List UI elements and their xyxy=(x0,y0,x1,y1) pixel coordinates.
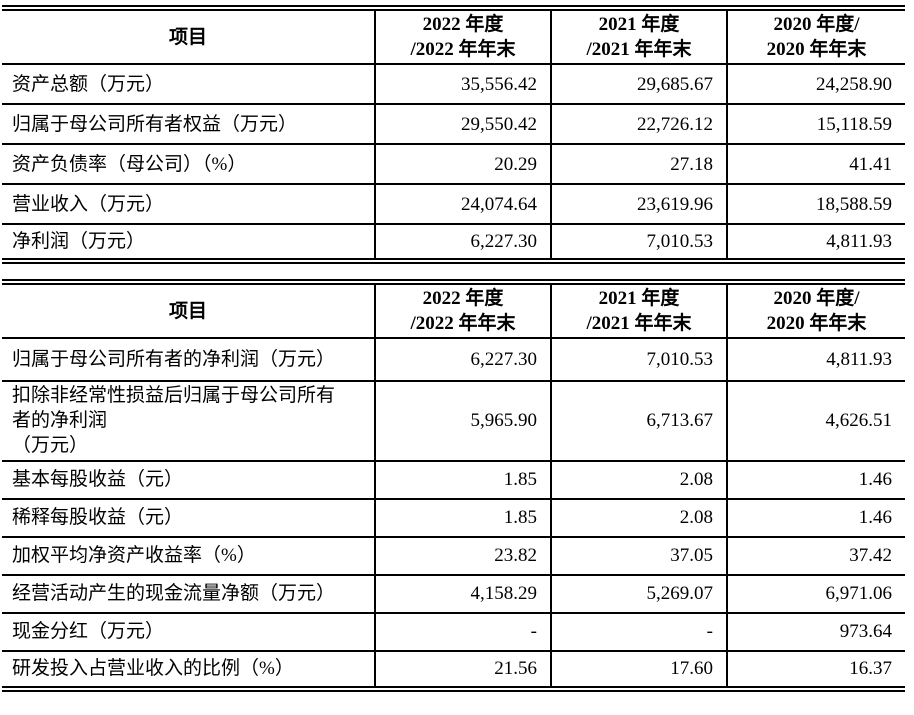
financial-summary-table-2: 项目 2022 年度 /2022 年年末 2021 年度 /2021 年年末 2… xyxy=(2,279,905,692)
document-page: 项目 2022 年度 /2022 年年末 2021 年度 /2021 年年末 2… xyxy=(2,5,905,692)
table1-header-row: 项目 2022 年度 /2022 年年末 2021 年度 /2021 年年末 2… xyxy=(2,8,905,66)
table2-header-year-2022: 2022 年度 /2022 年年末 xyxy=(374,282,551,340)
value-2022: 21.56 xyxy=(374,650,551,690)
value-2021: 2.08 xyxy=(550,460,727,500)
table1-header-year-2022: 2022 年度 /2022 年年末 xyxy=(374,8,551,66)
table-row-operating-cash-flow: 经营活动产生的现金流量净额（万元） 4,158.29 5,269.07 6,97… xyxy=(2,574,905,614)
table-row-total-assets: 资产总额（万元） 35,556.42 29,685.67 24,258.90 xyxy=(2,64,905,106)
value-2021: 7,010.53 xyxy=(550,338,727,383)
value-2020: 37.42 xyxy=(726,536,905,576)
value-2020: 4,811.93 xyxy=(726,224,905,263)
table-row-debt-ratio: 资产负债率（母公司）（%） 20.29 27.18 41.41 xyxy=(2,144,905,186)
table-row-basic-eps: 基本每股收益（元） 1.85 2.08 1.46 xyxy=(2,460,905,500)
value-2022: 1.85 xyxy=(374,498,551,538)
value-2022: 1.85 xyxy=(374,460,551,500)
value-2020: 973.64 xyxy=(726,612,905,652)
value-2021: 23,619.96 xyxy=(550,184,727,226)
row-label: 资产总额（万元） xyxy=(2,64,375,106)
value-2022: 20.29 xyxy=(374,144,551,186)
value-2020: 18,588.59 xyxy=(726,184,905,226)
value-2022: 23.82 xyxy=(374,536,551,576)
row-label: 稀释每股收益（元） xyxy=(2,498,375,538)
row-label: 净利润（万元） xyxy=(2,224,375,263)
table-gap xyxy=(2,264,905,279)
table-row-cash-dividend: 现金分红（万元） - - 973.64 xyxy=(2,612,905,652)
table1-header-item: 项目 xyxy=(2,8,375,66)
table1-header-year-2021: 2021 年度 /2021 年年末 xyxy=(550,8,727,66)
table-row-parent-equity: 归属于母公司所有者权益（万元） 29,550.42 22,726.12 15,1… xyxy=(2,104,905,146)
row-label: 资产负债率（母公司）（%） xyxy=(2,144,375,186)
value-2022: 4,158.29 xyxy=(374,574,551,614)
value-2020: 24,258.90 xyxy=(726,64,905,106)
table-row-net-profit: 净利润（万元） 6,227.30 7,010.53 4,811.93 xyxy=(2,224,905,263)
row-label: 经营活动产生的现金流量净额（万元） xyxy=(2,574,375,614)
value-2022: 5,965.90 xyxy=(374,381,551,462)
table-row-rd-ratio: 研发投入占营业收入的比例（%） 21.56 17.60 16.37 xyxy=(2,650,905,690)
table-row-parent-net-profit: 归属于母公司所有者的净利润（万元） 6,227.30 7,010.53 4,81… xyxy=(2,338,905,383)
value-2020: 1.46 xyxy=(726,498,905,538)
table-row-revenue: 营业收入（万元） 24,074.64 23,619.96 18,588.59 xyxy=(2,184,905,226)
value-2020: 41.41 xyxy=(726,144,905,186)
value-2022: 6,227.30 xyxy=(374,338,551,383)
row-label: 归属于母公司所有者权益（万元） xyxy=(2,104,375,146)
value-2020: 15,118.59 xyxy=(726,104,905,146)
value-2022: 35,556.42 xyxy=(374,64,551,106)
row-label: 归属于母公司所有者的净利润（万元） xyxy=(2,338,375,383)
row-label: 基本每股收益（元） xyxy=(2,460,375,500)
value-2021: 2.08 xyxy=(550,498,727,538)
value-2020: 6,971.06 xyxy=(726,574,905,614)
table-row-diluted-eps: 稀释每股收益（元） 1.85 2.08 1.46 xyxy=(2,498,905,538)
value-2022: - xyxy=(374,612,551,652)
row-label: 研发投入占营业收入的比例（%） xyxy=(2,650,375,690)
value-2022: 6,227.30 xyxy=(374,224,551,263)
value-2020: 4,811.93 xyxy=(726,338,905,383)
value-2021: 29,685.67 xyxy=(550,64,727,106)
row-label: 营业收入（万元） xyxy=(2,184,375,226)
table2-header-year-2020: 2020 年度/ 2020 年年末 xyxy=(726,282,905,340)
value-2020: 4,626.51 xyxy=(726,381,905,462)
value-2020: 16.37 xyxy=(726,650,905,690)
table2-header-item: 项目 xyxy=(2,282,375,340)
value-2021: 27.18 xyxy=(550,144,727,186)
value-2021: 17.60 xyxy=(550,650,727,690)
value-2021: 6,713.67 xyxy=(550,381,727,462)
table-row-deducted-net-profit: 扣除非经常性损益后归属于母公司所有 者的净利润 （万元） 5,965.90 6,… xyxy=(2,381,905,462)
value-2022: 29,550.42 xyxy=(374,104,551,146)
value-2021: 37.05 xyxy=(550,536,727,576)
financial-summary-table-1: 项目 2022 年度 /2022 年年末 2021 年度 /2021 年年末 2… xyxy=(2,5,905,265)
value-2020: 1.46 xyxy=(726,460,905,500)
value-2022: 24,074.64 xyxy=(374,184,551,226)
table2-header-year-2021: 2021 年度 /2021 年年末 xyxy=(550,282,727,340)
table2-header-row: 项目 2022 年度 /2022 年年末 2021 年度 /2021 年年末 2… xyxy=(2,282,905,340)
row-label: 扣除非经常性损益后归属于母公司所有 者的净利润 （万元） xyxy=(2,381,375,462)
row-label: 加权平均净资产收益率（%） xyxy=(2,536,375,576)
value-2021: 5,269.07 xyxy=(550,574,727,614)
row-label: 现金分红（万元） xyxy=(2,612,375,652)
value-2021: - xyxy=(550,612,727,652)
table-row-weighted-roe: 加权平均净资产收益率（%） 23.82 37.05 37.42 xyxy=(2,536,905,576)
value-2021: 7,010.53 xyxy=(550,224,727,263)
value-2021: 22,726.12 xyxy=(550,104,727,146)
table1-header-year-2020: 2020 年度/ 2020 年年末 xyxy=(726,8,905,66)
